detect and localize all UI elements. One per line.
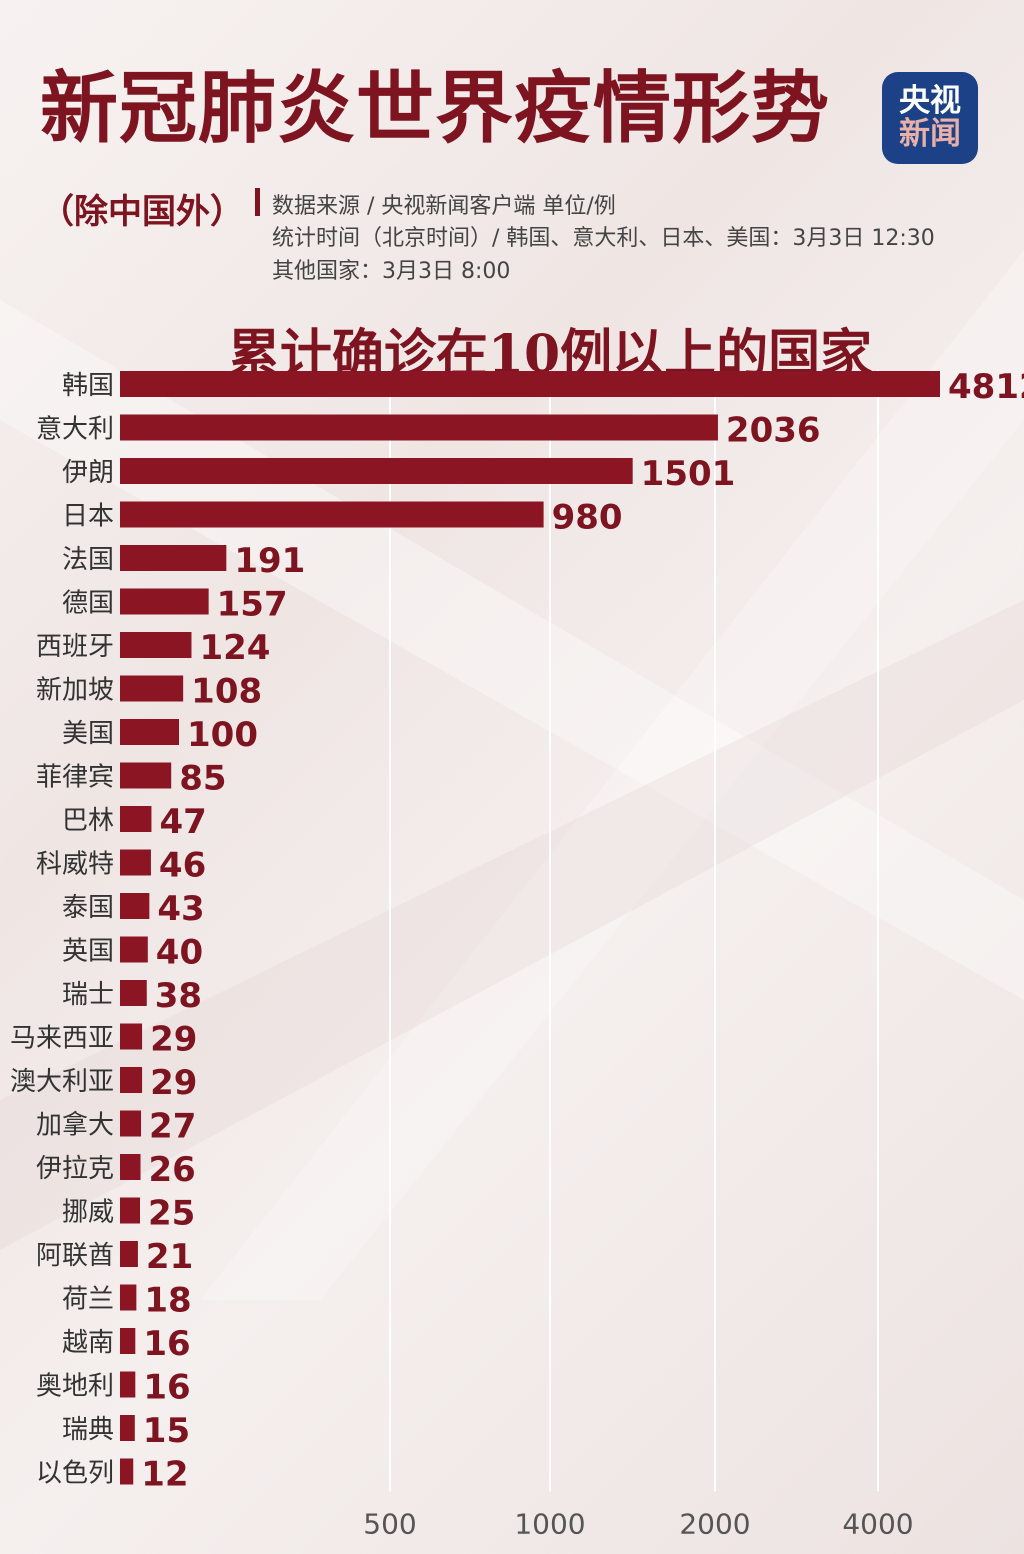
bar	[120, 806, 152, 832]
category-label: 越南	[62, 1328, 114, 1358]
other-time: 其他国家：3月3日 8:00	[272, 259, 511, 284]
bar	[120, 936, 148, 963]
x-tick-label: 2000	[679, 1508, 750, 1541]
bar	[120, 414, 718, 441]
bar	[120, 1458, 134, 1485]
bar	[120, 1197, 140, 1224]
category-label: 澳大利亚	[10, 1067, 114, 1097]
value-label: 15	[143, 1411, 190, 1451]
category-label: 科威特	[36, 850, 114, 880]
value-label: 108	[191, 672, 262, 712]
category-label: 新加坡	[36, 676, 114, 706]
category-label: 美国	[62, 719, 114, 749]
value-label: 29	[150, 1020, 197, 1060]
logo-line2: 新闻	[899, 116, 961, 152]
bar	[120, 632, 192, 658]
value-label: 25	[148, 1194, 195, 1234]
bar-chart: 500 1000 2000 4000 韩国 4812 意大利 2036 伊朗 1501 日本 980 法…	[10, 370, 1024, 1541]
value-label: 124	[199, 628, 270, 668]
category-label: 菲律宾	[36, 763, 114, 793]
category-label: 荷兰	[62, 1285, 114, 1315]
bar	[120, 675, 184, 702]
value-label: 85	[179, 759, 226, 799]
category-label: 英国	[62, 937, 114, 967]
value-label: 16	[143, 1324, 190, 1364]
value-label: 21	[146, 1237, 193, 1277]
bar	[120, 1241, 138, 1267]
bar	[120, 1328, 136, 1354]
data-source: 数据来源 / 央视新闻客户端 单位/例	[272, 194, 616, 219]
x-tick-label: 500	[363, 1508, 416, 1541]
category-label: 加拿大	[36, 1111, 114, 1141]
value-label: 191	[234, 541, 305, 581]
category-label: 马来西亚	[10, 1024, 114, 1054]
value-label: 29	[150, 1063, 197, 1103]
value-label: 4812	[948, 370, 1024, 407]
bar	[120, 849, 151, 876]
bar	[120, 893, 150, 919]
category-label: 巴林	[62, 806, 114, 836]
bar	[120, 1371, 136, 1398]
value-label: 40	[156, 933, 203, 973]
bar	[120, 458, 633, 484]
subtitle: （除中国外）	[40, 192, 244, 232]
separator-bar	[255, 188, 260, 216]
category-label: 韩国	[62, 371, 114, 401]
category-label: 法国	[62, 545, 114, 575]
x-tick-label: 4000	[842, 1508, 913, 1541]
value-label: 157	[217, 585, 288, 625]
bar	[120, 1110, 142, 1137]
bar	[120, 1154, 141, 1180]
category-label: 意大利	[36, 415, 114, 445]
bar	[120, 1067, 143, 1093]
page-title: 新冠肺炎世界疫情形势	[40, 63, 831, 154]
category-label: 伊朗	[62, 458, 114, 488]
value-label: 27	[149, 1107, 196, 1147]
bar	[120, 371, 940, 397]
x-tick-label: 1000	[514, 1508, 585, 1541]
bar	[120, 501, 544, 528]
bar	[120, 1284, 137, 1311]
bar	[120, 588, 209, 615]
value-label: 100	[187, 715, 258, 755]
category-label: 日本	[62, 502, 114, 532]
bar	[120, 1023, 143, 1050]
category-label: 伊拉克	[36, 1154, 114, 1184]
value-label: 1501	[641, 454, 736, 494]
value-label: 43	[157, 889, 204, 929]
value-label: 26	[149, 1150, 196, 1190]
value-label: 46	[159, 846, 206, 886]
bar	[120, 1415, 135, 1441]
value-label: 47	[159, 802, 206, 842]
value-label: 16	[143, 1368, 190, 1408]
value-label: 2036	[726, 411, 821, 451]
value-label: 12	[141, 1455, 188, 1495]
cctv-news-logo: 央视 新闻	[882, 72, 978, 164]
bar	[120, 762, 172, 789]
value-label: 38	[155, 976, 202, 1016]
category-label: 瑞典	[62, 1415, 114, 1445]
category-label: 瑞士	[62, 980, 114, 1010]
logo-line1: 央视	[899, 83, 961, 120]
value-label: 980	[552, 498, 623, 538]
bar	[120, 719, 179, 745]
category-label: 挪威	[62, 1198, 114, 1228]
category-label: 奥地利	[36, 1372, 114, 1402]
stat-time: 统计时间（北京时间）/ 韩国、意大利、日本、美国：3月3日 12:30	[272, 226, 935, 251]
category-label: 以色列	[36, 1459, 114, 1489]
category-label: 泰国	[62, 893, 114, 923]
category-label: 阿联酋	[36, 1241, 114, 1271]
bar	[120, 980, 147, 1006]
category-label: 德国	[62, 589, 114, 619]
category-label: 西班牙	[36, 632, 114, 662]
value-label: 18	[144, 1281, 191, 1321]
bar	[120, 545, 227, 571]
